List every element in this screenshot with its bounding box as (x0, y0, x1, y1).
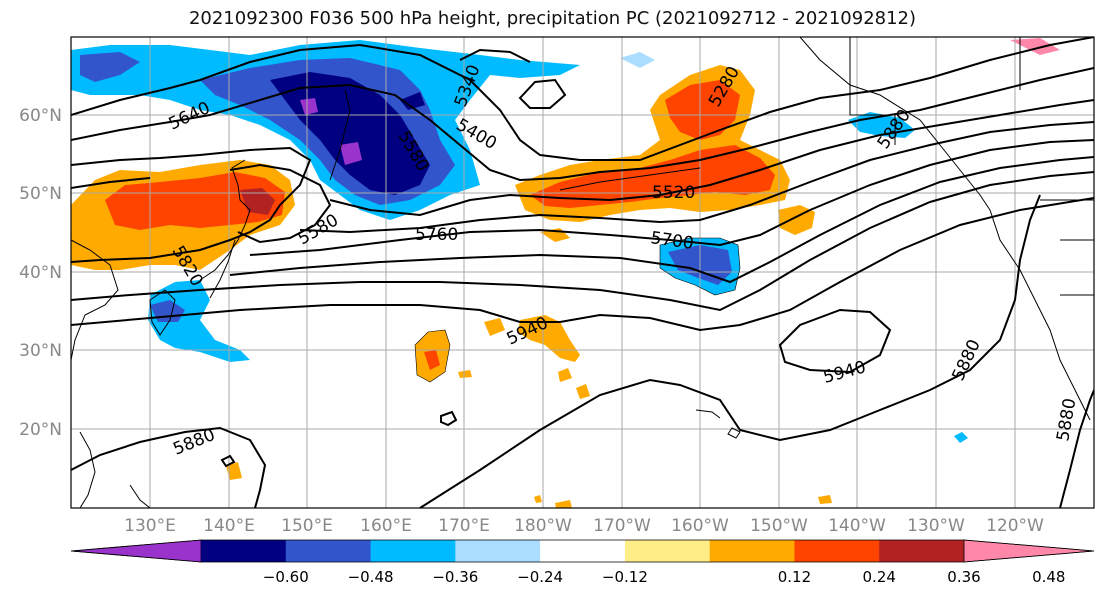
colorbar-tick-label: −0.60 (263, 568, 309, 586)
colorbar-segment (879, 540, 965, 562)
colorbar-tick-label: 0.24 (863, 568, 896, 586)
lon-label: 130°W (907, 516, 965, 536)
graticule (71, 37, 1094, 508)
lon-label: 140°W (828, 516, 886, 536)
colorbar-tick-label: −0.48 (348, 568, 394, 586)
lat-label: 40°N (19, 263, 62, 283)
lat-label: 60°N (19, 106, 62, 126)
contour-label: 5520 (652, 183, 695, 203)
lon-label: 150°E (281, 516, 333, 536)
longitude-labels: 130°E 140°E 150°E 160°E 170°E 180°W 170°… (124, 516, 1044, 536)
lon-label: 160°W (671, 516, 729, 536)
latitude-labels: 60°N 50°N 40°N 30°N 20°N (19, 106, 62, 440)
colorbar-segment (370, 540, 456, 562)
colorbar-tick-label: 0.12 (778, 568, 811, 586)
colorbar-segment (285, 540, 372, 562)
lon-label: 140°E (203, 516, 255, 536)
map-title: 2021092300 F036 500 hPa height, precipit… (188, 8, 917, 29)
lat-label: 50°N (19, 184, 62, 204)
colorbar-outline (70, 539, 1095, 563)
lon-label: 160°E (360, 516, 412, 536)
colorbar-extend-high (963, 539, 1095, 563)
colorbar-segment (624, 540, 711, 562)
lon-label: 170°E (438, 516, 490, 536)
lat-label: 20°N (19, 420, 62, 440)
colorbar: −0.60 −0.48 −0.36 −0.24 −0.12 0.12 0.24 0.36 0.4… (70, 539, 1095, 586)
colorbar-segment (455, 540, 541, 562)
colorbar-segment (794, 540, 880, 562)
lon-label: 150°W (750, 516, 808, 536)
colorbar-segment (540, 540, 626, 562)
map-frame (70, 36, 1095, 509)
colorbar-tick-label: 0.48 (1032, 568, 1065, 586)
lon-label: 170°W (593, 516, 651, 536)
colorbar-segment (709, 540, 795, 562)
lat-label: 30°N (19, 341, 62, 361)
colorbar-tick-label: −0.24 (517, 568, 563, 586)
colorbar-tick-label: −0.12 (602, 568, 648, 586)
fill-outlines (414, 237, 741, 383)
lon-label: 180°W (514, 516, 572, 536)
contour-label: 5760 (415, 225, 458, 245)
colorbar-extend-low (70, 539, 202, 563)
colorbar-segment (201, 540, 287, 562)
lon-label: 120°W (986, 516, 1044, 536)
lon-label: 130°E (124, 516, 176, 536)
colorbar-tick-label: 0.36 (947, 568, 980, 586)
height-contours (71, 37, 1094, 508)
colorbar-tick-label: −0.36 (432, 568, 478, 586)
